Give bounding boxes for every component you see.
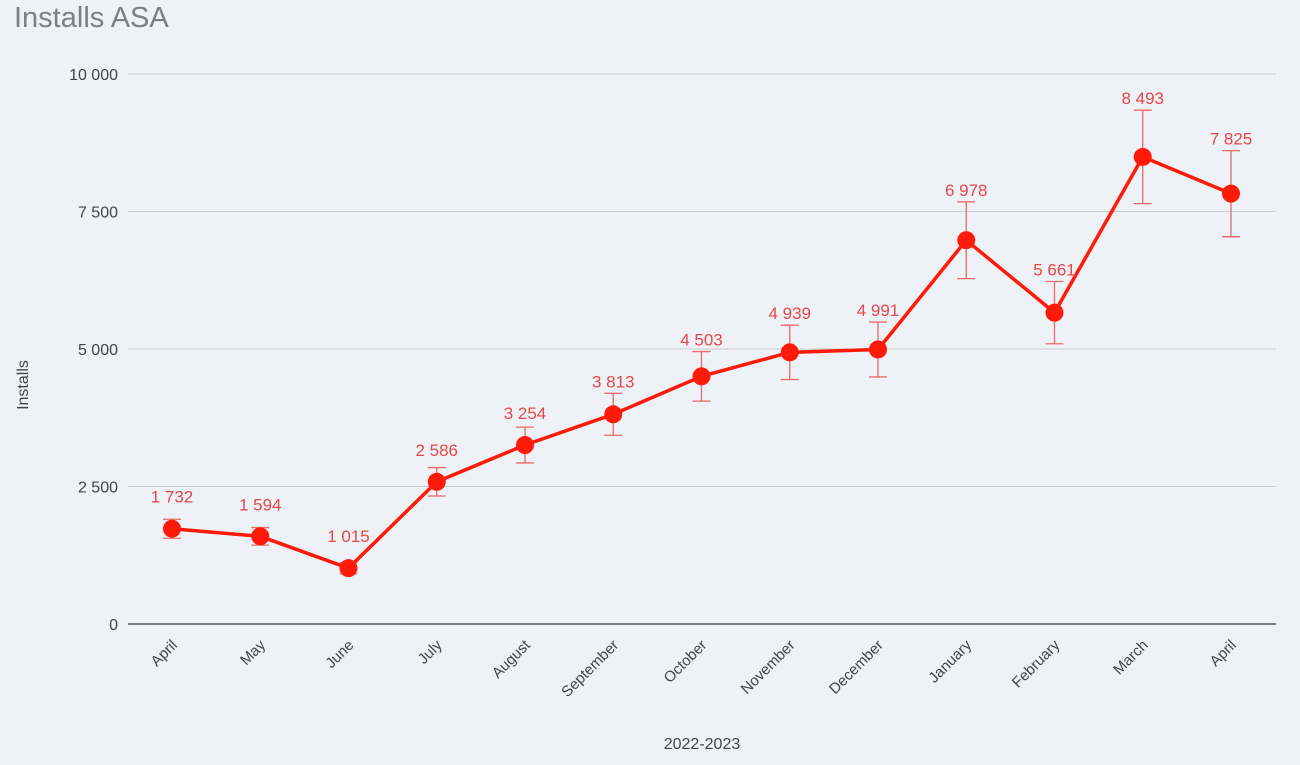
- x-tick-label: April: [148, 637, 181, 670]
- data-point: [427, 472, 446, 491]
- data-label: 3 813: [592, 372, 635, 391]
- y-axis-title: Installs: [15, 360, 32, 410]
- data-label: 6 978: [945, 181, 988, 200]
- data-label: 4 991: [857, 301, 900, 320]
- y-tick-label: 5 000: [78, 342, 118, 359]
- x-tick-label: January: [925, 636, 975, 686]
- y-tick-label: 10 000: [69, 67, 118, 84]
- data-point: [1222, 184, 1240, 203]
- x-tick-label: August: [489, 636, 535, 682]
- data-point: [604, 405, 623, 424]
- data-point: [1133, 147, 1152, 166]
- chart-title: Installs ASA: [14, 2, 169, 34]
- x-tick-label: February: [1009, 636, 1064, 691]
- data-point: [780, 343, 799, 362]
- x-tick-label: March: [1110, 637, 1151, 678]
- x-tick-label: June: [322, 637, 357, 672]
- data-label: 2 586: [415, 441, 458, 460]
- data-label: 4 503: [680, 331, 723, 350]
- data-label: 5 661: [1033, 261, 1076, 280]
- x-tick-label: May: [237, 636, 269, 668]
- data-label: 7 825: [1210, 130, 1253, 149]
- data-point: [957, 231, 976, 250]
- x-tick-label: October: [661, 637, 711, 687]
- data-label: 1 594: [239, 495, 282, 514]
- data-label: 8 493: [1121, 89, 1164, 108]
- data-point: [869, 340, 887, 359]
- data-point: [516, 436, 534, 455]
- y-tick-label: 2 500: [78, 480, 118, 497]
- x-tick-label: July: [415, 636, 446, 667]
- data-point: [692, 367, 711, 386]
- data-label: 4 939: [768, 304, 811, 323]
- data-label: 1 015: [327, 527, 370, 546]
- y-tick-label: 0: [109, 617, 118, 634]
- x-tick-label: April: [1207, 637, 1240, 670]
- data-label: 1 732: [151, 488, 194, 507]
- data-point: [339, 559, 358, 578]
- x-axis-title: 2022-2023: [664, 736, 741, 753]
- x-tick-label: November: [738, 637, 799, 698]
- data-point: [163, 519, 181, 538]
- x-tick-label: December: [826, 637, 887, 698]
- y-tick-label: 7 500: [78, 205, 118, 222]
- data-point: [251, 527, 270, 546]
- data-label: 3 254: [504, 404, 547, 423]
- x-tick-label: September: [558, 637, 622, 701]
- data-point: [1045, 303, 1064, 322]
